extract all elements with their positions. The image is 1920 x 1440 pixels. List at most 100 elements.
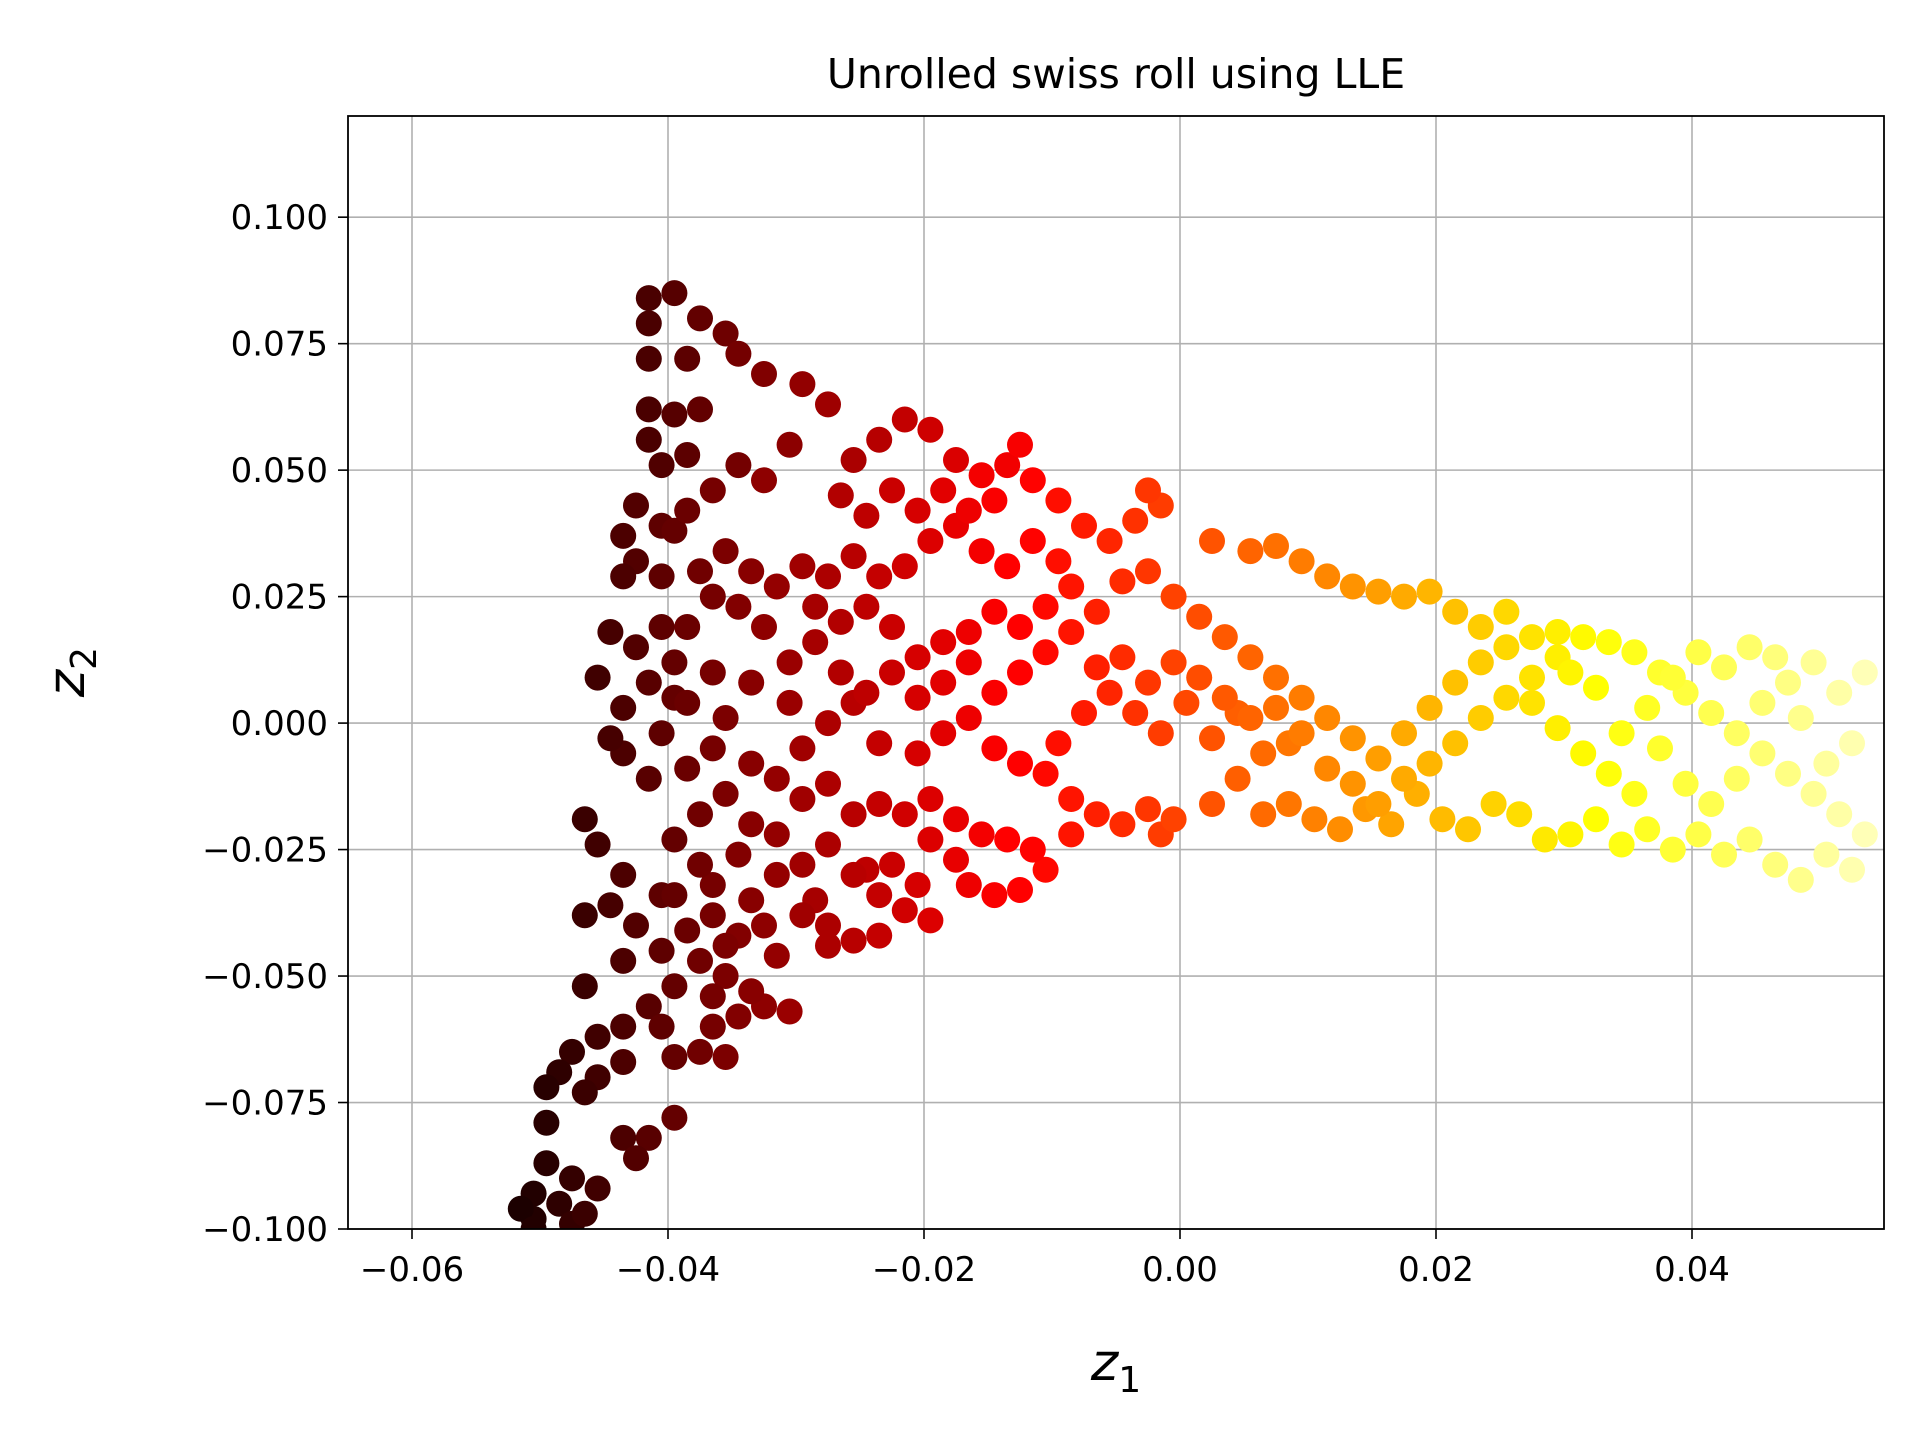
- scatter-point: [699, 659, 726, 686]
- x-axis-label-sub: 1: [1118, 1360, 1141, 1401]
- scatter-point: [610, 1049, 637, 1075]
- scatter-point: [930, 477, 957, 504]
- scatter-point: [1019, 836, 1046, 863]
- scatter-point: [904, 740, 931, 767]
- scatter-point: [1032, 856, 1059, 883]
- scatter-point: [1365, 791, 1392, 817]
- scatter-point: [610, 563, 637, 590]
- chart-title: Unrolled swiss roll using LLE: [827, 50, 1405, 98]
- scatter-point: [1007, 614, 1033, 640]
- scatter-point: [1455, 816, 1481, 843]
- scatter-point: [1608, 831, 1635, 858]
- scatter-point: [1263, 664, 1289, 691]
- scatter-point: [712, 932, 739, 959]
- scatter-point: [738, 558, 765, 585]
- scatter-point: [610, 1124, 637, 1151]
- scatter-point: [661, 1044, 688, 1070]
- scatter-point: [674, 614, 701, 640]
- scatter-point: [1557, 659, 1584, 686]
- scatter-point: [789, 851, 816, 878]
- scatter-point: [815, 932, 841, 959]
- scatter-point: [738, 669, 765, 696]
- scatter-point: [674, 442, 701, 468]
- scatter-point: [1800, 780, 1827, 807]
- scatter-point: [904, 684, 931, 711]
- scatter-point: [981, 487, 1008, 514]
- scatter-point: [955, 705, 982, 731]
- scatter-point: [1749, 689, 1776, 716]
- scatter-point: [635, 345, 662, 372]
- scatter-point: [763, 765, 790, 792]
- scatter-point: [674, 689, 701, 716]
- scatter-point: [789, 902, 816, 929]
- scatter-point: [1199, 791, 1225, 817]
- scatter-point: [712, 320, 739, 347]
- scatter-point: [699, 477, 726, 504]
- scatter-point: [699, 872, 726, 898]
- x-tick-label: 0.02: [1398, 1250, 1474, 1290]
- scatter-point: [751, 361, 777, 387]
- scatter-point: [1083, 654, 1110, 681]
- scatter-point: [1557, 821, 1584, 848]
- scatter-point: [1813, 841, 1840, 868]
- scatter-point: [1327, 816, 1353, 843]
- scatter-point: [1109, 811, 1136, 838]
- scatter-point: [1199, 725, 1225, 752]
- scatter-point: [1826, 801, 1853, 828]
- scatter-points: [507, 280, 1878, 1229]
- scatter-point: [789, 786, 816, 812]
- scatter-point: [661, 649, 688, 676]
- y-axis-label-main: z: [37, 668, 97, 698]
- scatter-point: [699, 735, 726, 762]
- scatter-point: [674, 497, 701, 524]
- scatter-point: [994, 553, 1021, 580]
- scatter-point: [1416, 750, 1443, 777]
- scatter-point: [917, 416, 944, 443]
- x-axis-label-main: z: [1090, 1333, 1120, 1393]
- scatter-point: [904, 872, 931, 898]
- scatter-point: [584, 831, 611, 858]
- scatter-point: [1621, 780, 1648, 807]
- scatter-point: [1749, 740, 1776, 767]
- x-tick-label: −0.06: [360, 1250, 464, 1290]
- scatter-point: [1173, 689, 1200, 716]
- scatter-point: [1775, 669, 1801, 696]
- scatter-point: [597, 725, 624, 752]
- scatter-point: [1250, 740, 1277, 767]
- scatter-point: [1211, 684, 1238, 711]
- scatter-point: [1211, 624, 1238, 651]
- scatter-point: [1096, 679, 1123, 706]
- scatter-point: [674, 917, 701, 944]
- scatter-point: [1135, 669, 1161, 696]
- scatter-point: [968, 462, 995, 489]
- scatter-point: [1160, 583, 1187, 610]
- scatter-point: [533, 1109, 560, 1136]
- scatter-point: [699, 1013, 726, 1040]
- scatter-point: [1019, 467, 1046, 494]
- scatter-point: [1391, 720, 1417, 747]
- scatter-point: [1467, 705, 1494, 731]
- scatter-point: [635, 310, 662, 337]
- scatter-point: [1339, 573, 1366, 600]
- scatter-point: [955, 872, 982, 898]
- scatter-point: [1634, 816, 1661, 843]
- scatter-point: [1058, 821, 1085, 848]
- scatter-point: [1237, 644, 1264, 671]
- scatter-point: [853, 679, 880, 706]
- scatter-point: [1314, 563, 1341, 590]
- scatter-point: [1519, 624, 1545, 651]
- scatter-point: [661, 1104, 688, 1131]
- scatter-point: [955, 649, 982, 676]
- scatter-point: [1365, 745, 1392, 772]
- scatter-point: [1519, 689, 1545, 716]
- scatter-point: [981, 882, 1008, 909]
- scatter-point: [968, 821, 995, 848]
- scatter-point: [1544, 715, 1571, 742]
- scatter-point: [1122, 507, 1149, 534]
- scatter-point: [1237, 705, 1264, 731]
- scatter-point: [1083, 598, 1110, 625]
- scatter-point: [904, 644, 931, 671]
- scatter-point: [1032, 593, 1059, 620]
- scatter-point: [546, 1190, 573, 1217]
- scatter-point: [1058, 573, 1085, 600]
